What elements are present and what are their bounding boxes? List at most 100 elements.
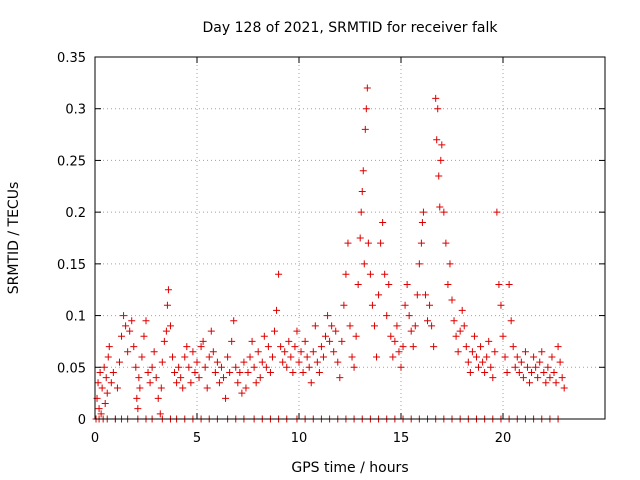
data-point [433,136,441,144]
data-point [435,172,443,180]
data-point [285,337,293,345]
data-point [515,368,523,376]
data-point [362,105,370,113]
data-point [138,353,146,361]
data-point [389,353,397,361]
y-tick-label: 0 [78,413,86,428]
data-point [454,348,462,356]
data-point [540,368,548,376]
data-point [505,281,513,289]
data-point [118,332,126,340]
data-point [122,322,130,330]
data-point [424,317,432,325]
data-point [268,353,276,361]
data-point [550,368,558,376]
data-point [124,348,132,356]
data-point [328,322,336,330]
data-point [248,337,256,345]
data-point [442,239,450,247]
data-point [421,291,429,299]
data-point [209,348,217,356]
data-point [281,348,289,356]
data-point [357,208,365,216]
data-point [519,374,527,382]
grid-lines [95,57,605,419]
data-point [438,141,446,149]
data-point [534,374,542,382]
axis-ticks: 0 0.05 0.1 0.15 0.2 0.25 0.3 0.35 0 5 10 15 20 [57,51,605,446]
data-point [364,239,372,247]
data-point [340,301,348,309]
data-point [324,312,332,320]
data-point [217,363,225,371]
data-point [142,317,150,325]
data-point [464,358,472,366]
data-point [157,384,165,392]
data-point [140,332,148,340]
data-point [489,374,497,382]
data-point [224,353,232,361]
data-point [299,368,307,376]
data-point [336,374,344,382]
data-point [279,358,287,366]
data-point [107,379,115,387]
data-point [472,353,480,361]
data-point [330,348,338,356]
data-point [460,322,468,330]
data-point [236,368,244,376]
data-point [481,368,489,376]
y-tick-label: 0.05 [57,361,86,376]
data-point [354,281,362,289]
data-point [493,208,501,216]
data-point [399,343,407,351]
data-point [411,322,419,330]
data-point [169,353,177,361]
data-point [436,203,444,211]
data-point [171,368,179,376]
data-point [311,322,319,330]
data-point [366,270,374,278]
data-point [266,368,274,376]
data-point [264,343,272,351]
data-point [503,368,511,376]
data-point [173,379,181,387]
data-point [115,358,123,366]
data-point [458,306,466,314]
data-point [428,322,436,330]
data-point [415,260,423,268]
data-point [287,353,295,361]
data-point [536,358,544,366]
data-point [452,332,460,340]
data-point [434,105,442,113]
data-point [556,358,564,366]
data-point [100,363,108,371]
data-point [95,405,103,413]
data-point [405,312,413,320]
data-point [104,353,112,361]
data-point [152,374,160,382]
data-point [348,353,356,361]
x-tick-label: 0 [91,431,99,446]
data-point [133,394,141,402]
data-point [375,291,383,299]
data-point [309,348,317,356]
data-point [487,363,495,371]
y-tick-label: 0.15 [57,258,86,273]
data-point [446,260,454,268]
data-point [395,348,403,356]
data-point [432,94,440,102]
data-point [295,358,303,366]
data-point [417,239,425,247]
data-point [144,368,152,376]
data-point [262,363,270,371]
data-point [289,368,297,376]
data-point [397,363,405,371]
data-point [495,281,503,289]
data-point [523,363,531,371]
data-point [109,368,117,376]
data-point [271,327,279,335]
data-point [252,379,260,387]
data-point [419,208,427,216]
data-point [113,384,121,392]
data-point [207,327,215,335]
